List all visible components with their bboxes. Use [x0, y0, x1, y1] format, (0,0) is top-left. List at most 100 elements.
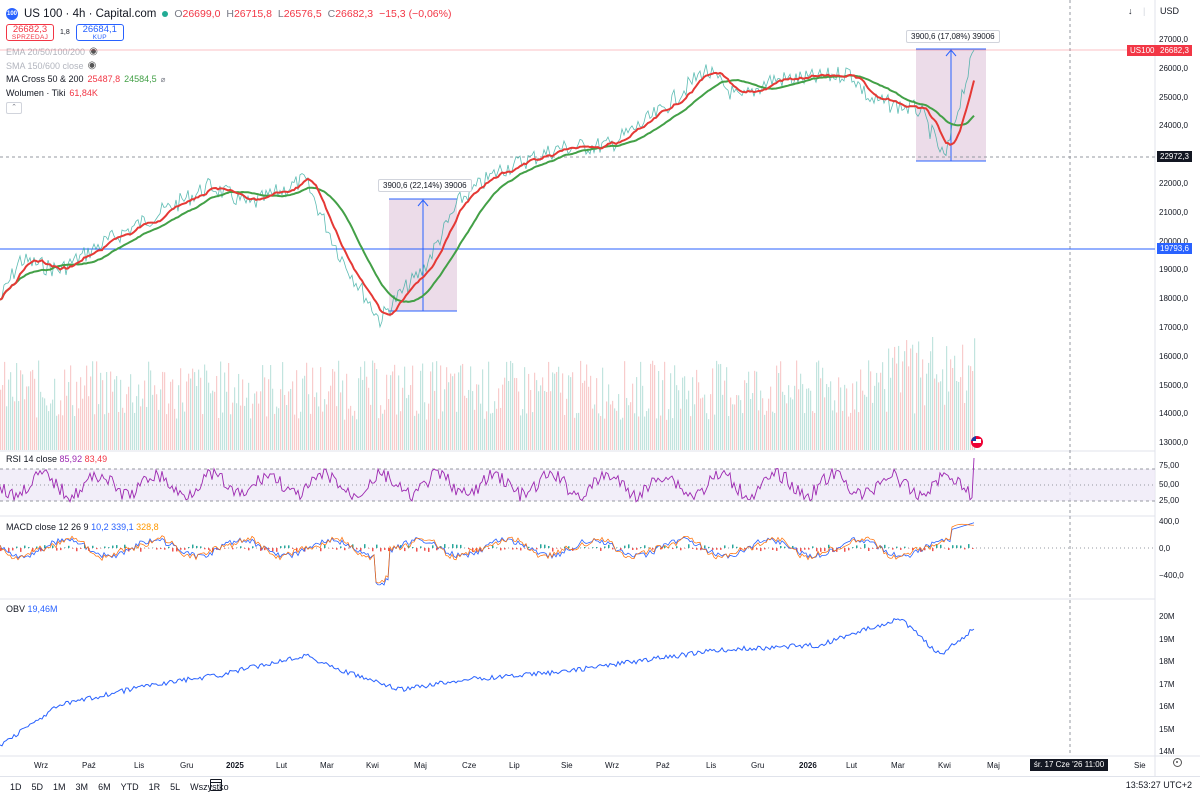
macd-bar — [516, 548, 518, 549]
volume-bar — [50, 403, 51, 450]
volume-bar — [262, 365, 263, 450]
volume-bar — [890, 378, 891, 450]
settings-gear-icon[interactable] — [1173, 758, 1182, 767]
range-3m[interactable]: 3M — [76, 782, 89, 792]
volume-bar — [880, 373, 881, 450]
volume-bar — [514, 378, 515, 450]
range-ytd[interactable]: YTD — [121, 782, 139, 792]
range-5d[interactable]: 5D — [32, 782, 44, 792]
volume-bar — [356, 419, 357, 450]
volume-bar — [318, 406, 319, 450]
macd-title[interactable]: MACD close 12 26 9 10,2 339,1 328,8 — [6, 522, 159, 532]
macd-bar — [584, 547, 586, 548]
volume-bar — [238, 374, 239, 450]
volume-bar — [374, 363, 375, 450]
volume-bar — [100, 373, 101, 450]
volume-bar — [786, 403, 787, 450]
macd-bar — [320, 548, 322, 551]
range-5l[interactable]: 5L — [170, 782, 180, 792]
volume-bar — [372, 361, 373, 450]
volume-bar — [226, 392, 227, 450]
volume-bar — [900, 392, 901, 450]
obv-title[interactable]: OBV 19,46M — [6, 604, 58, 614]
macd-bar — [244, 548, 246, 549]
macd-bar — [696, 548, 698, 550]
volume-bar — [804, 413, 805, 450]
obv-line — [0, 619, 974, 746]
volume-bar — [340, 392, 341, 450]
calendar-icon[interactable] — [210, 779, 222, 791]
volume-bar — [882, 362, 883, 450]
range-1r[interactable]: 1R — [149, 782, 161, 792]
volume-bars — [0, 337, 975, 450]
volume-bar — [946, 346, 947, 450]
volume-bar — [672, 418, 673, 450]
volume-bar — [594, 404, 595, 450]
macd-bar — [544, 545, 546, 548]
macd-bar — [416, 548, 418, 552]
time-tick: 2026 — [799, 761, 817, 770]
volume-bar — [768, 399, 769, 450]
volume-bar — [310, 414, 311, 450]
rsi-title[interactable]: RSI 14 close 85,92 83,49 — [6, 454, 107, 464]
volume-bar — [190, 379, 191, 450]
volume-bar — [138, 385, 139, 450]
volume-bar — [330, 386, 331, 450]
volume-bar — [620, 420, 621, 450]
volume-bar — [44, 398, 45, 450]
volume-bar — [434, 391, 435, 450]
volume-bar — [494, 401, 495, 450]
range-1m[interactable]: 1M — [53, 782, 66, 792]
volume-bar — [188, 374, 189, 450]
obv-tick: 16M — [1159, 702, 1175, 711]
range-1d[interactable]: 1D — [10, 782, 22, 792]
macd-bar — [196, 546, 198, 548]
volume-bar — [784, 395, 785, 450]
volume-bar — [288, 391, 289, 450]
volume-bar — [196, 386, 197, 450]
volume-bar — [560, 393, 561, 450]
volume-bar — [146, 407, 147, 450]
volume-bar — [966, 391, 967, 450]
volume-bar — [866, 397, 867, 450]
volume-bar — [952, 368, 953, 450]
macd-bar — [828, 545, 830, 548]
us-flag-icon[interactable] — [971, 436, 983, 448]
volume-bar — [106, 372, 107, 450]
volume-bar — [640, 362, 641, 450]
volume-bar — [448, 382, 449, 450]
volume-bar — [326, 404, 327, 450]
volume-bar — [120, 380, 121, 450]
price-tick: 27000,0 — [1159, 35, 1188, 44]
volume-bar — [772, 412, 773, 450]
volume-bar — [130, 374, 131, 450]
macd-bar — [716, 548, 718, 550]
price-tick: 25000,0 — [1159, 93, 1188, 102]
volume-bar — [26, 386, 27, 450]
macd-bar — [948, 548, 950, 550]
volume-bar — [16, 363, 17, 450]
macd-bar — [92, 546, 94, 548]
volume-bar — [142, 399, 143, 450]
volume-bar — [854, 409, 855, 450]
volume-bar — [342, 380, 343, 450]
macd-bar — [592, 547, 594, 548]
volume-bar — [150, 370, 151, 450]
volume-bar — [440, 365, 441, 450]
macd-bar — [704, 545, 706, 548]
volume-bar — [40, 392, 41, 450]
volume-bar — [348, 409, 349, 450]
volume-bar — [568, 375, 569, 450]
volume-bar — [148, 362, 149, 450]
volume-bar — [64, 370, 65, 450]
volume-bar — [930, 351, 931, 450]
range-6m[interactable]: 6M — [98, 782, 111, 792]
volume-bar — [180, 368, 181, 450]
macd-bar — [692, 548, 694, 549]
volume-bar — [464, 396, 465, 450]
volume-bar — [290, 389, 291, 450]
ma-50-line — [0, 73, 974, 315]
volume-bar — [320, 367, 321, 450]
clock-timezone[interactable]: 13:53:27 UTC+2 — [1126, 780, 1192, 790]
